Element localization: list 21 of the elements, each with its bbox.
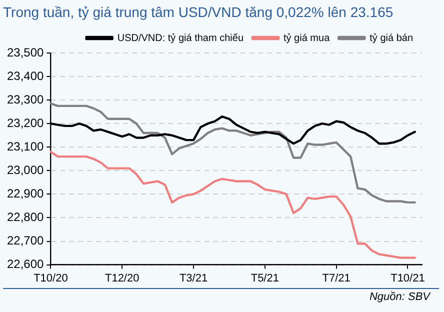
y-tick-label: 23,400 (7, 68, 44, 83)
y-tick-label: 22,700 (7, 234, 44, 248)
x-tick-label: T3/21 (179, 272, 208, 284)
y-tick-label: 23,500 (7, 45, 44, 60)
x-tick-label: T10/21 (390, 272, 425, 284)
legend-label: USD/VND: tỷ giá tham chiếu (117, 32, 244, 44)
x-tick-label: T12/20 (104, 272, 140, 284)
chart-title: Trong tuần, tỷ giá trung tâm USD/VND tăng 0,022% lên 23.165 (2, 3, 394, 22)
x-tick-label: T7/21 (322, 272, 350, 284)
legend-label: tỷ giá mua (284, 32, 330, 44)
y-tick-label: 23,100 (7, 139, 44, 154)
y-tick-label: 23,300 (7, 92, 44, 106)
y-tick-label: 23,000 (7, 162, 44, 177)
y-tick-label: 23,200 (7, 116, 44, 130)
y-tick-label: 22,600 (7, 257, 44, 272)
y-tick-label: 22,800 (7, 210, 44, 224)
x-tick-label: T5/21 (250, 272, 279, 284)
text: Nguồn: SBV (368, 290, 432, 303)
y-tick-label: 22,900 (7, 186, 44, 201)
legend-label: tỷ giá bán (370, 32, 414, 44)
x-tick-label: T10/20 (34, 272, 68, 284)
